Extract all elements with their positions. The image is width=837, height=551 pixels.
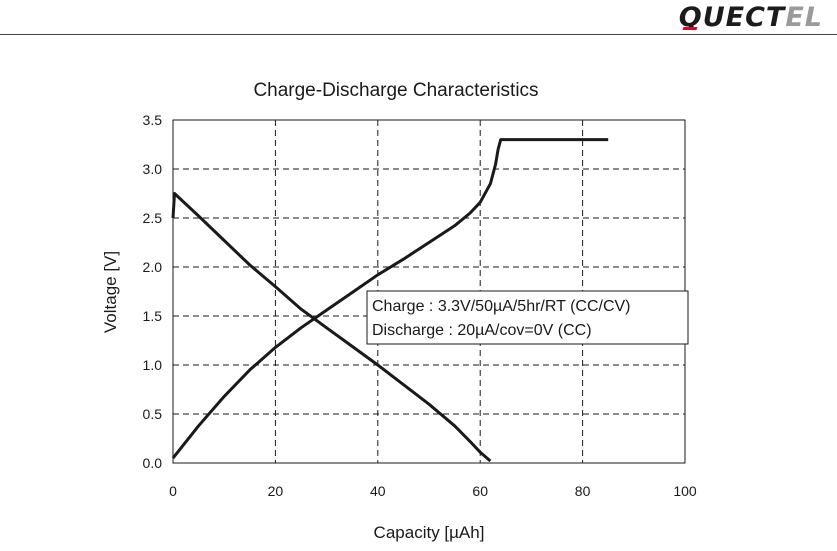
x-tick-label: 40 <box>370 483 386 499</box>
x-axis-label: Capacity [µAh] <box>374 523 485 542</box>
x-tick-label: 80 <box>575 483 591 499</box>
legend-item-charge: Charge : 3.3V/50µA/5hr/RT (CC/CV) <box>372 298 631 315</box>
discharge-curve <box>171 192 492 463</box>
y-tick-label: 1.0 <box>143 357 163 373</box>
y-tick-label: 3.5 <box>143 112 163 128</box>
legend-box <box>366 290 689 345</box>
tick-labels: 0 20 40 60 80 100 0.0 0.5 1.0 1.5 2.0 2.5 3.0 3.5 <box>143 112 697 499</box>
legend-item-discharge: Discharge : 20µA/cov=0V (CC) <box>372 322 592 339</box>
y-tick-label: 3.0 <box>143 161 163 177</box>
y-tick-label: 2.0 <box>143 259 163 275</box>
series-group <box>171 138 609 463</box>
x-tick-label: 0 <box>169 483 177 499</box>
charge-curve <box>171 138 609 460</box>
legend: Charge : 3.3V/50µA/5hr/RT (CC/CV) Discha… <box>366 290 689 345</box>
y-tick-label: 2.5 <box>143 210 163 226</box>
y-tick-label: 0.5 <box>143 406 163 422</box>
y-tick-label: 1.5 <box>143 308 163 324</box>
y-axis-label: Voltage [V] <box>101 251 120 333</box>
x-tick-label: 20 <box>268 483 284 499</box>
quectel-logo: QUECTEL <box>678 2 823 33</box>
x-tick-label: 100 <box>673 483 697 499</box>
chart-title: Charge-Discharge Characteristics <box>253 80 538 101</box>
y-tick-label: 0.0 <box>143 455 163 471</box>
header-rule <box>0 34 837 35</box>
x-tick-label: 60 <box>472 483 488 499</box>
